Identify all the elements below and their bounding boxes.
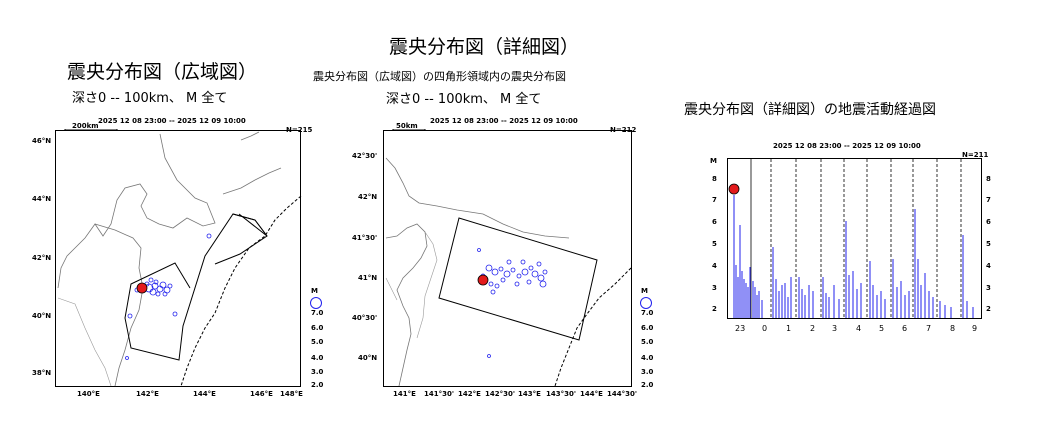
p3-mag-left-0: 8 [712,175,717,183]
panel1-title: 震央分布図（広域図） [67,61,258,83]
panel2-title: 震央分布図（広域図）の四角形領域内の震央分布図 [313,70,566,83]
legend1-v4: 3.0 [311,368,324,376]
legend2-v5: 2.0 [641,381,654,389]
panel1-lon-2: 144°E [193,390,216,398]
panel2-lat-0: 42°30' [352,152,378,160]
panel2-lon-4: 143°E [518,390,541,398]
legend2-v3: 4.0 [641,354,654,362]
p3-mag-left-4: 4 [712,262,717,270]
p3-hour-4: 3 [832,324,838,333]
p3-mag-right-6: 2 [986,305,991,313]
p3-hour-3: 2 [810,324,816,333]
legend1-v3: 4.0 [311,354,324,362]
panel2-lat-2: 41°30' [352,234,378,242]
legend2-v1: 6.0 [641,324,654,332]
panel2-subtitle: 深さ0 -- 100km、 M 全て [386,92,542,107]
panel1-lon-4: 148°E [280,390,303,398]
p3-hour-0: 23 [735,324,746,333]
panel1-date: 2025 12 08 23:00 -- 2025 12 09 10:00 [98,117,246,125]
legend1-circle [310,297,322,309]
panel2-lon-0: 141°E [393,390,416,398]
legend1-label: M [311,287,318,295]
panel3-count: N=211 [962,151,989,159]
panel2-lon-5: 143°30' [546,390,576,398]
legend2-v4: 3.0 [641,368,654,376]
panel3-title: 震央分布図（詳細図）の地震活動経過図 [684,102,936,118]
p3-hour-1: 0 [762,324,768,333]
p3-mag-right-4: 4 [986,262,991,270]
legend2-v0: 7.0 [641,309,654,317]
panel1-lon-1: 142°E [136,390,159,398]
panel3-mainshock [728,183,740,195]
p3-hour-10: 9 [972,324,978,333]
panel1-mainshock [136,282,148,294]
panel1-lon-3: 146°E [250,390,273,398]
panel1-lat-3: 40°N [32,312,52,320]
panel3-date: 2025 12 08 23:00 -- 2025 12 09 10:00 [773,142,921,150]
p3-hour-8: 7 [926,324,932,333]
panel3-yaxis-label: M [710,157,717,165]
p3-hour-9: 8 [950,324,956,333]
panel2-lat-3: 41°N [358,274,378,282]
panel2-lat-1: 42°N [358,193,378,201]
p3-hour-5: 4 [856,324,862,333]
p3-mag-right-0: 8 [986,175,991,183]
p3-mag-right-2: 6 [986,218,991,226]
p3-mag-right-1: 7 [986,196,991,204]
panel1-lat-1: 44°N [32,195,52,203]
panel2-date: 2025 12 08 23:00 -- 2025 12 09 10:00 [430,117,578,125]
p3-hour-6: 5 [879,324,885,333]
panel2-map [383,129,632,387]
panel1-lon-0: 140°E [77,390,100,398]
panel2-lon-6: 144°E [580,390,603,398]
panel2-mainshock [477,274,489,286]
legend1-v2: 5.0 [311,338,324,346]
panel2-lon-7: 144°30' [607,390,637,398]
panel2-lon-2: 142°E [458,390,481,398]
panel2-lon-3: 142°30' [485,390,515,398]
p3-mag-left-3: 5 [712,240,717,248]
page-title: 震央分布図（詳細図） [389,36,580,58]
legend1-v1: 6.0 [311,324,324,332]
panel1-lat-0: 46°N [32,137,52,145]
p3-mag-right-3: 5 [986,240,991,248]
panel1-lat-4: 38°N [32,369,52,377]
p3-mag-left-2: 6 [712,218,717,226]
panel1-scale: 200km [72,122,99,130]
legend2-circle [640,297,652,309]
p3-hour-2: 1 [786,324,792,333]
p3-mag-right-5: 3 [986,284,991,292]
panel1-subtitle: 深さ0 -- 100km、 M 全て [72,91,228,106]
panel1-lat-2: 42°N [32,254,52,262]
legend2-v2: 5.0 [641,338,654,346]
p3-mag-left-1: 7 [712,196,717,204]
panel2-scale: 50km [396,122,418,130]
panel2-lat-5: 40°N [358,354,378,362]
panel1-map [55,129,302,387]
legend2-label: M [641,287,648,295]
panel2-lat-4: 40°30' [352,314,378,322]
p3-hour-7: 6 [902,324,908,333]
legend1-v0: 7.0 [311,309,324,317]
p3-mag-left-5: 3 [712,284,717,292]
p3-mag-left-6: 2 [712,305,717,313]
legend1-v5: 2.0 [311,381,324,389]
panel3-chart [727,158,982,319]
panel2-lon-1: 141°30' [424,390,454,398]
